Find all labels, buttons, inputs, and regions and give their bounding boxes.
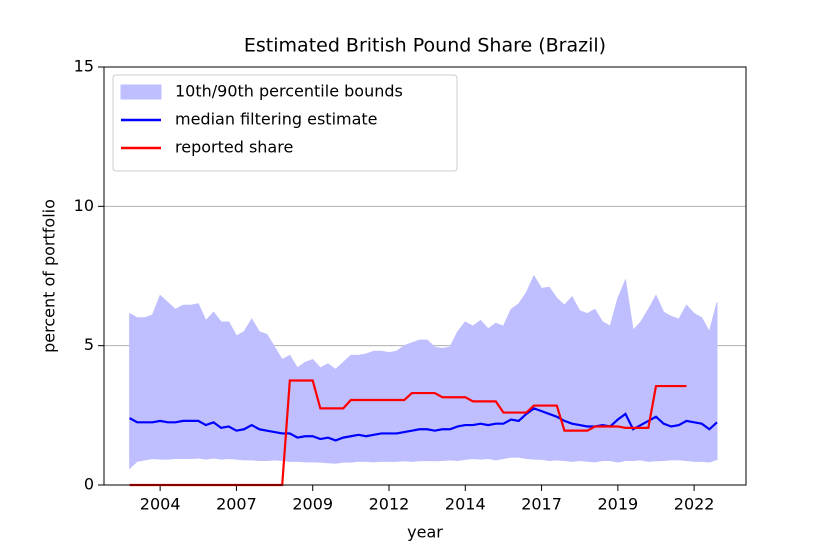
legend-label: reported share <box>175 138 293 157</box>
x-tick-label: 2019 <box>597 495 638 514</box>
x-tick-label: 2017 <box>521 495 562 514</box>
legend-box <box>112 74 458 172</box>
y-tick-label: 5 <box>84 335 94 354</box>
chart-title: Estimated British Pound Share (Brazil) <box>244 35 606 57</box>
x-tick-label: 2022 <box>674 495 715 514</box>
percentile-band <box>129 274 718 470</box>
y-tick-label: 0 <box>84 475 94 494</box>
x-axis-label: year <box>407 523 443 542</box>
axes-frame <box>103 66 747 486</box>
x-tick-label: 2012 <box>369 495 410 514</box>
legend-label: 10th/90th percentile bounds <box>175 82 403 101</box>
x-tick-label: 2014 <box>445 495 486 514</box>
y-tick-label: 15 <box>74 57 94 76</box>
y-tick-label: 10 <box>74 196 94 215</box>
x-tick-label: 2009 <box>292 495 333 514</box>
x-tick-label: 2004 <box>140 495 181 514</box>
series-line <box>129 407 718 442</box>
y-axis-label: percent of portfolio <box>40 199 59 353</box>
x-tick-label: 2007 <box>216 495 257 514</box>
legend-swatch <box>120 84 162 100</box>
legend-label: median filtering estimate <box>175 110 378 129</box>
